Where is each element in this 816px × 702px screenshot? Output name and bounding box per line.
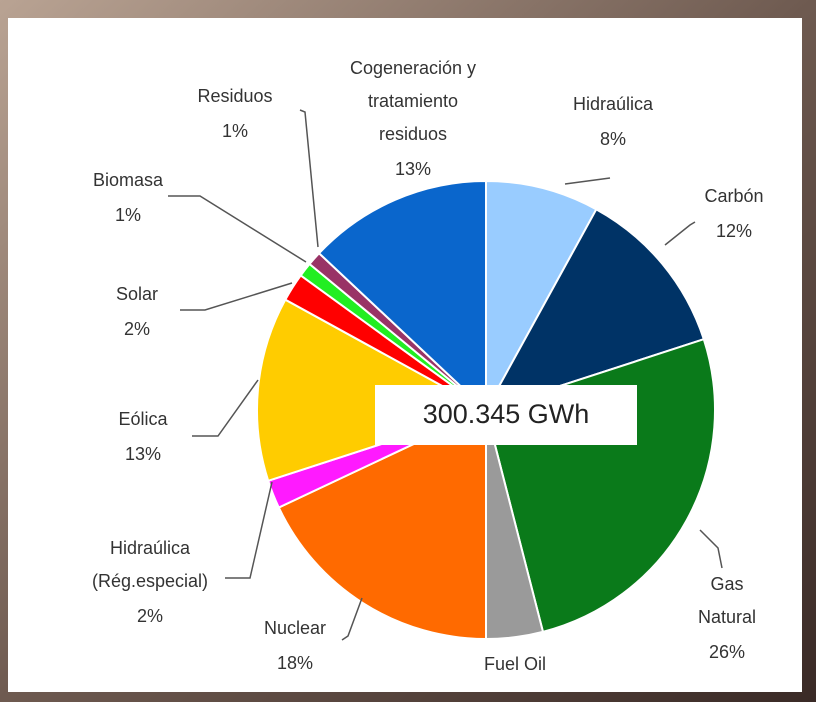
pie-slice [256, 298, 489, 483]
slice-label: Carbón [704, 186, 764, 206]
leader-line [225, 481, 273, 579]
slice-label: Biomasa [92, 170, 164, 190]
pie-slice [483, 207, 706, 412]
leader-line [180, 282, 293, 311]
center-box [375, 385, 637, 445]
slice-value: 12% [715, 221, 753, 241]
leader-line [299, 109, 319, 248]
leader-line [664, 221, 696, 246]
slice-label: Residuos [197, 86, 273, 106]
slice-value: 18% [276, 653, 314, 673]
pie-slice [277, 408, 487, 641]
slice-label: Hidraúlica (Rég.especial) [91, 538, 209, 591]
slice-value: 2% [123, 319, 151, 339]
slice-value: 13% [124, 444, 162, 464]
pie-slice [317, 179, 487, 413]
leader-line [341, 597, 363, 641]
slice-value: 26% [708, 642, 746, 662]
slice-label: Cogeneración y tratamiento residuos [349, 58, 477, 144]
slice-value: 13% [394, 159, 432, 179]
slice-label: Hidraúlica [572, 94, 654, 114]
slice-label: Fuel Oil [483, 654, 547, 674]
slice-value: 1% [114, 205, 142, 225]
leader-line [192, 379, 259, 437]
slice-value: 8% [599, 129, 627, 149]
slice-label: Eólica [118, 409, 168, 429]
leader-line [564, 177, 611, 185]
slice-label: Solar [115, 284, 159, 304]
leader-line [168, 195, 307, 263]
center-label: 300.345 GWh [423, 399, 590, 429]
slice-value: 1% [221, 121, 249, 141]
slice-label: Gas Natural [697, 574, 757, 627]
leader-line [699, 529, 723, 569]
slice-label: Nuclear [263, 618, 327, 638]
pie-slice [485, 179, 598, 411]
slice-value: 2% [136, 606, 164, 626]
